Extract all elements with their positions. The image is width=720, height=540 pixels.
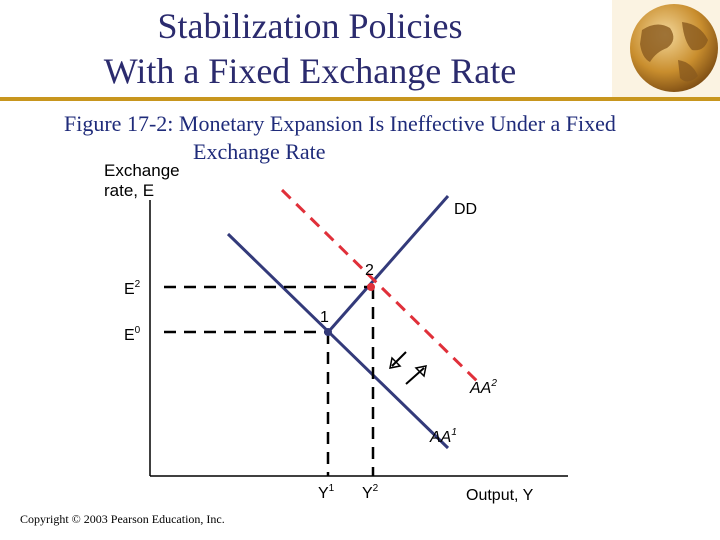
e2-label: E2 <box>124 279 141 298</box>
x-axis-label: Output, Y <box>466 487 534 504</box>
shift-arrow-right-icon <box>405 365 427 385</box>
aa1-label: AA1 <box>429 427 457 446</box>
e0-label: E0 <box>124 325 141 344</box>
y1-label: Y1 <box>318 483 335 502</box>
copyright-notice: Copyright © 2003 Pearson Education, Inc. <box>20 512 225 526</box>
dd-curve <box>226 232 450 450</box>
title-divider <box>0 97 720 101</box>
slide-title-line1: Stabilization Policies <box>157 6 463 46</box>
y-axis-label: Exchange rate, E <box>104 161 180 201</box>
figure-caption: Figure 17-2: Monetary Expansion Is Ineff… <box>64 110 704 137</box>
y-axis-label-line1: Exchange <box>104 161 180 180</box>
figure-caption-line1: Monetary Expansion Is Ineffective Under … <box>178 111 616 136</box>
y2-label: Y2 <box>362 483 379 502</box>
aa2-label: AA2 <box>469 378 497 397</box>
dd-label: DD <box>454 201 477 218</box>
point-2-label: 2 <box>365 262 374 279</box>
shift-arrow-left-icon <box>389 351 407 369</box>
aa2-curve <box>280 188 482 386</box>
equilibrium-point-2 <box>367 283 375 291</box>
dd-curve-upper <box>328 195 450 331</box>
figure-caption-line2: Exchange Rate <box>193 139 326 164</box>
globe-icon <box>612 0 720 97</box>
slide-title-line2: With a Fixed Exchange Rate <box>103 51 517 91</box>
point-1-label: 1 <box>320 309 329 326</box>
figure-number: Figure 17-2: <box>64 111 174 136</box>
equilibrium-point-1 <box>324 328 332 336</box>
y-axis-label-line2: rate, E <box>104 181 155 200</box>
